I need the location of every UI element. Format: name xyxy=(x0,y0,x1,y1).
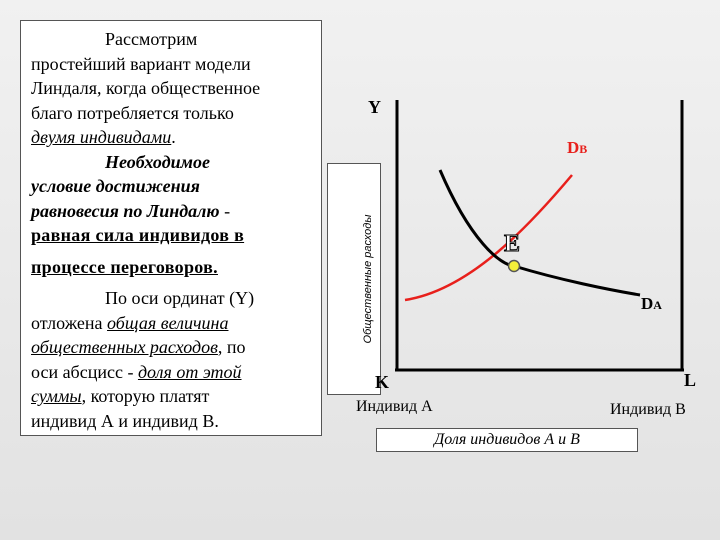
text-line: суммы, которую платят xyxy=(31,384,317,409)
individual-a-label: Индивид А xyxy=(356,398,433,415)
text-line: отложена общая величина xyxy=(31,311,317,336)
text-fragment: , по xyxy=(217,337,246,357)
text-line: простейший вариант модели xyxy=(31,53,251,74)
curve-db-label: DB xyxy=(567,138,587,158)
text-line: равная сила индивидов в xyxy=(31,225,245,245)
emphasis-text: общественных расходов xyxy=(31,337,218,357)
y-axis-label: Y xyxy=(368,97,381,117)
emphasis-text: суммы xyxy=(31,386,82,406)
origin-left-label: K xyxy=(375,372,390,392)
text-line: Линдаля, когда общественное xyxy=(31,78,261,98)
text-line: оси абсцисс - доля от этой xyxy=(31,360,317,385)
text-line: условие достижения xyxy=(31,176,200,196)
equilibrium-label: E xyxy=(504,231,520,257)
emphasis-text: равновесия по Линдалю xyxy=(31,200,220,221)
text-line: Необходимое xyxy=(105,151,210,172)
curve-db-letter: D xyxy=(567,138,580,157)
curve-da-subscript: A xyxy=(653,298,662,312)
curve-db-subscript: B xyxy=(579,142,588,156)
curve-da xyxy=(438,169,641,297)
equilibrium-point xyxy=(507,259,521,273)
x-axis-title: Доля индивидов А и В xyxy=(434,431,580,448)
text-line: Рассмотрим xyxy=(105,29,198,49)
text-line: равновесия по Линдалю - xyxy=(31,199,317,224)
individual-b-label: Индивид В xyxy=(610,401,686,418)
emphasis-text: общая величина xyxy=(107,312,229,333)
text-line: процессе переговоров. xyxy=(31,256,218,277)
text-fragment: , которую платят xyxy=(81,386,210,406)
curve-db xyxy=(404,174,573,302)
explanation-text-box: Рассмотрим простейший вариант модели Лин… xyxy=(20,20,322,436)
text-fragment: . xyxy=(171,127,176,147)
text-line: По оси ординат (Y) xyxy=(105,288,255,308)
text-fragment: оси абсцисс - xyxy=(31,361,138,382)
origin-right-label: L xyxy=(684,370,697,390)
text-line: благо потребляется только xyxy=(31,102,234,123)
text-line: индивид А и индивид В. xyxy=(31,410,219,431)
curve-da-letter: D xyxy=(641,294,654,313)
x-axis-title-box: Доля индивидов А и В xyxy=(376,428,638,452)
curve-da-label: DA xyxy=(641,294,662,314)
emphasis-text: доля от этой xyxy=(137,361,242,382)
text-fragment: отложена xyxy=(31,312,108,333)
text-line: двумя индивидами. xyxy=(31,125,317,150)
text-fragment: - xyxy=(219,200,231,221)
text-line: общественных расходов, по xyxy=(31,335,317,360)
emphasis-text: двумя индивидами xyxy=(31,127,172,147)
